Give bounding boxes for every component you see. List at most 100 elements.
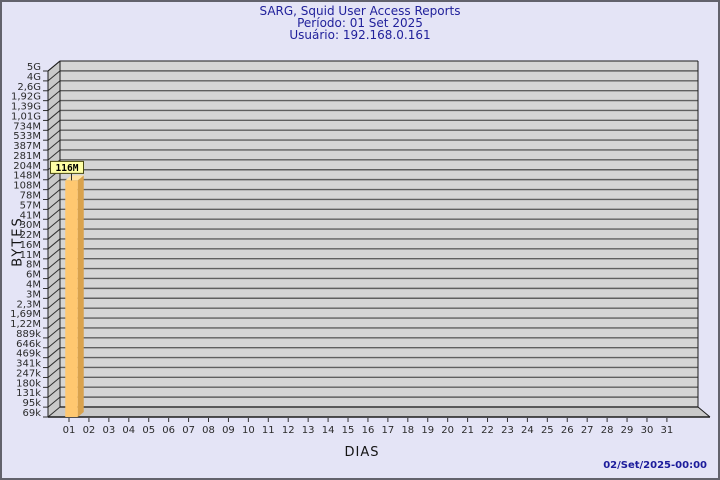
y-tick-label: 8M bbox=[26, 260, 41, 271]
bar-top bbox=[65, 175, 84, 181]
y-tick-label: 41M bbox=[20, 210, 41, 221]
generated-timestamp: 02/Set/2025-00:00 bbox=[603, 460, 707, 471]
y-tick-label: 6M bbox=[26, 270, 41, 281]
bar-front bbox=[65, 180, 78, 417]
x-tick-label: 04 bbox=[122, 425, 135, 436]
x-tick-label: 27 bbox=[581, 425, 594, 436]
wall-hatch bbox=[47, 376, 61, 388]
y-tick-label: 734M bbox=[13, 121, 41, 132]
x-tick-label: 01 bbox=[63, 425, 76, 436]
wall-hatch bbox=[47, 386, 61, 398]
wall-hatch bbox=[47, 189, 61, 200]
y-tick-label: 5G bbox=[27, 62, 41, 73]
wall-hatch bbox=[47, 70, 61, 82]
x-tick-label: 22 bbox=[481, 425, 494, 436]
y-tick-label: 1,22M bbox=[10, 319, 41, 330]
bar-side bbox=[77, 175, 84, 417]
wall-hatch bbox=[47, 119, 61, 131]
x-tick-label: 16 bbox=[362, 425, 375, 436]
wall-hatch bbox=[47, 80, 61, 92]
x-tick-label: 31 bbox=[661, 425, 674, 436]
y-tick-label: 281M bbox=[13, 151, 41, 162]
y-tick-label: 1,39G bbox=[11, 102, 41, 113]
wall-hatch bbox=[47, 248, 61, 260]
plot-floor bbox=[48, 407, 710, 417]
x-tick-label: 19 bbox=[421, 425, 434, 436]
x-tick-label: 28 bbox=[601, 425, 614, 436]
x-tick-label: 13 bbox=[302, 425, 315, 436]
y-tick-label: 533M bbox=[13, 131, 41, 142]
report-period: Período: 01 Set 2025 bbox=[297, 16, 423, 30]
wall-hatch bbox=[47, 149, 61, 161]
x-tick-label: 30 bbox=[641, 425, 654, 436]
x-tick-label: 11 bbox=[262, 425, 275, 436]
wall-hatch bbox=[47, 208, 61, 220]
wall-hatch bbox=[47, 297, 61, 309]
x-tick-label: 03 bbox=[102, 425, 115, 436]
y-tick-label: 4M bbox=[26, 279, 41, 290]
y-tick-label: 69k bbox=[22, 408, 41, 419]
y-tick-label: 16M bbox=[20, 240, 41, 251]
wall-hatch bbox=[47, 179, 61, 191]
x-tick-label: 09 bbox=[222, 425, 235, 436]
x-tick-label: 24 bbox=[521, 425, 534, 436]
y-tick-label: 2,6G bbox=[17, 82, 41, 93]
y-tick-label: 3M bbox=[26, 289, 41, 300]
y-tick-label: 180k bbox=[16, 378, 41, 389]
y-tick-label: 131k bbox=[16, 388, 41, 399]
y-tick-label: 4G bbox=[27, 72, 41, 83]
x-tick-label: 23 bbox=[501, 425, 514, 436]
bar-value-label-box bbox=[50, 160, 84, 174]
y-tick-label: 469k bbox=[16, 349, 41, 360]
y-tick-label: 2,3M bbox=[16, 299, 41, 310]
x-tick-label: 06 bbox=[162, 425, 175, 436]
y-tick-label: 1,69M bbox=[10, 309, 41, 320]
wall-hatch bbox=[47, 100, 61, 111]
x-tick-label: 17 bbox=[382, 425, 395, 436]
wall-hatch bbox=[47, 90, 61, 102]
wall-hatch bbox=[47, 347, 61, 359]
y-tick-label: 22M bbox=[20, 230, 41, 241]
wall-hatch bbox=[47, 327, 61, 339]
wall-hatch bbox=[47, 139, 61, 151]
x-tick-label: 26 bbox=[561, 425, 574, 436]
x-tick-label: 29 bbox=[621, 425, 634, 436]
y-tick-label: 341k bbox=[16, 359, 41, 370]
y-tick-label: 387M bbox=[13, 141, 41, 152]
wall-hatch bbox=[47, 396, 61, 408]
y-tick-label: 646k bbox=[16, 339, 41, 350]
x-tick-label: 08 bbox=[202, 425, 215, 436]
plot-left-wall bbox=[48, 61, 60, 417]
wall-hatch bbox=[47, 258, 61, 270]
x-axis-title: DIAS bbox=[344, 445, 380, 460]
chart-header: SARG, Squid User Access Reports Período:… bbox=[2, 5, 718, 41]
wall-hatch bbox=[47, 406, 61, 418]
x-tick-label: 10 bbox=[242, 425, 255, 436]
bar-value-label: 116M bbox=[56, 163, 79, 174]
y-tick-label: 108M bbox=[13, 181, 41, 192]
wall-hatch bbox=[47, 199, 61, 210]
wall-hatch bbox=[47, 337, 61, 349]
wall-top-edge bbox=[47, 60, 61, 72]
x-tick-label: 25 bbox=[541, 425, 554, 436]
wall-hatch bbox=[47, 287, 61, 299]
wall-hatch bbox=[47, 268, 61, 279]
y-tick-label: 78M bbox=[20, 191, 41, 202]
report-user: Usuário: 192.168.0.161 bbox=[289, 28, 431, 42]
wall-hatch bbox=[47, 357, 61, 368]
y-tick-label: 30M bbox=[20, 220, 41, 231]
y-tick-label: 1,92G bbox=[11, 92, 41, 103]
floor-right-edge bbox=[697, 406, 711, 418]
wall-hatch bbox=[47, 110, 61, 121]
wall-hatch bbox=[47, 129, 61, 141]
wall-hatch bbox=[47, 307, 61, 319]
y-tick-label: 95k bbox=[22, 398, 41, 409]
wall-hatch bbox=[47, 367, 61, 378]
x-tick-label: 18 bbox=[401, 425, 414, 436]
x-tick-label: 07 bbox=[182, 425, 195, 436]
wall-hatch bbox=[47, 317, 61, 329]
page-title: SARG, Squid User Access Reports bbox=[259, 4, 461, 18]
x-tick-label: 20 bbox=[441, 425, 454, 436]
